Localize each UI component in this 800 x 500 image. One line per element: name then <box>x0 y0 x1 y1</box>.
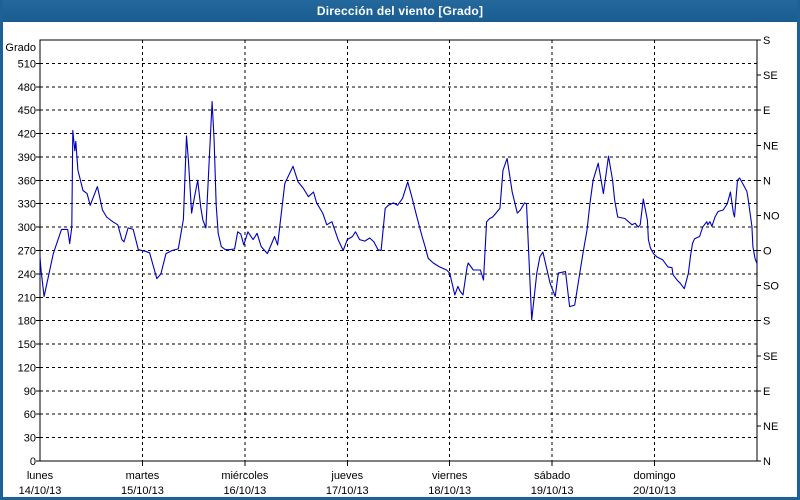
y-left-axis-title: Grado <box>5 42 36 54</box>
y-right-tick-label: N <box>763 456 771 468</box>
x-day-date: 20/10/13 <box>633 485 676 497</box>
wind-direction-line <box>39 101 758 321</box>
x-day-date: 16/10/13 <box>223 485 266 497</box>
y-right-tick-label: SE <box>763 351 778 363</box>
x-day-name: viernes <box>432 470 468 482</box>
y-right-tick-label: O <box>763 246 772 258</box>
y-left-tick-label: 450 <box>18 105 36 117</box>
y-left-tick-label: 330 <box>18 199 36 211</box>
y-right-tick-label: E <box>763 105 770 117</box>
x-day-name: miércoles <box>221 470 269 482</box>
x-day-name: martes <box>126 470 160 482</box>
y-left-tick-label: 360 <box>18 175 36 187</box>
y-right-tick-label: SE <box>763 70 778 82</box>
x-day-date: 14/10/13 <box>19 485 62 497</box>
y-left-tick-label: 300 <box>18 222 36 234</box>
x-day-date: 18/10/13 <box>428 485 471 497</box>
y-right-tick-label: NE <box>763 421 778 433</box>
y-left-tick-label: 210 <box>18 292 36 304</box>
x-day-date: 15/10/13 <box>121 485 164 497</box>
x-day-name: domingo <box>633 470 675 482</box>
y-left-tick-label: 180 <box>18 316 36 328</box>
plot-frame <box>39 39 758 462</box>
y-left-tick-label: 60 <box>24 409 36 421</box>
y-left-tick-label: 0 <box>30 456 36 468</box>
y-right-tick-label: S <box>763 35 770 47</box>
x-day-date: 17/10/13 <box>326 485 369 497</box>
y-left-tick-label: 150 <box>18 339 36 351</box>
x-day-date: 19/10/13 <box>531 485 574 497</box>
y-left-tick-label: 480 <box>18 82 36 94</box>
y-left-tick-label: 120 <box>18 362 36 374</box>
y-left-tick-label: 510 <box>18 58 36 70</box>
y-left-tick-label: 270 <box>18 246 36 258</box>
y-right-tick-label: E <box>763 386 770 398</box>
x-day-name: lunes <box>27 470 54 482</box>
chart-title-bar: Dirección del viento [Grado] <box>3 0 797 22</box>
chart-title: Dirección del viento [Grado] <box>316 4 484 18</box>
y-right-tick-label: S <box>763 316 770 328</box>
y-right-tick-label: NO <box>763 210 780 222</box>
y-right-tick-label: NE <box>763 140 778 152</box>
y-right-tick-label: SO <box>763 281 779 293</box>
y-right-tick-label: N <box>763 175 771 187</box>
x-day-name: jueves <box>330 470 363 482</box>
y-left-tick-label: 240 <box>18 269 36 281</box>
y-left-tick-label: 390 <box>18 152 36 164</box>
y-left-tick-label: 30 <box>24 433 36 445</box>
y-left-tick-label: 90 <box>24 386 36 398</box>
x-day-name: sábado <box>534 470 570 482</box>
y-left-tick-label: 420 <box>18 129 36 141</box>
